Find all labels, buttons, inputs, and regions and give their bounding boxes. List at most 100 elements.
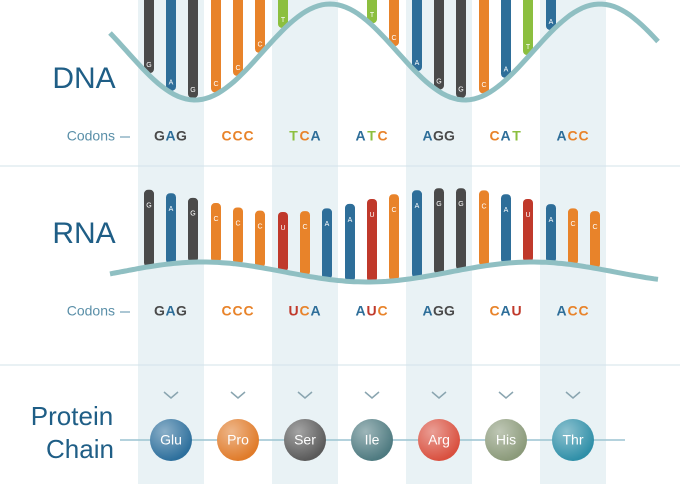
codon-letter: G [176,128,188,144]
nucleotide-bar [456,188,466,270]
codon-letter: G [154,128,166,144]
nucleotide-bar [211,0,221,93]
nucleotide-bar [300,211,310,276]
codon-letter: C [243,303,254,319]
nucleotide-letter: G [458,87,463,94]
nucleotide-letter: C [213,216,218,223]
nucleotide-bar [255,210,265,268]
nucleotide-bar [166,0,176,91]
nucleotide-letter: C [213,81,218,88]
codon-letter: A [500,303,511,319]
codon-letter: A [355,128,366,144]
nucleotide-bar [590,211,600,269]
nucleotide-bar [144,0,154,74]
nucleotide-bar [255,0,265,53]
amino-acid-label: Glu [160,432,182,448]
codon-letter: C [567,303,578,319]
nucleotide-letter: C [235,65,240,72]
nucleotide-letter: C [257,42,262,49]
nucleotide-letter: A [549,19,554,26]
codon-letter: A [422,303,433,319]
nucleotide-bar [568,208,578,265]
nucleotide-letter: C [235,220,240,227]
chevron [431,391,447,399]
amino-acid-label: His [496,432,516,448]
nucleotide-bar [278,211,288,272]
codon-letter: C [489,128,500,144]
nucleotide-bar [188,0,198,98]
nucleotide-letter: G [436,78,441,85]
codon-letter: C [299,303,310,319]
nucleotide-bar [166,193,176,264]
nucleotide-bar [546,204,556,263]
protein-label: Protein [31,401,113,431]
nucleotide-bar [367,198,377,282]
ball-shine [351,419,393,461]
nucleotide-letter: C [257,224,262,231]
codon-letter: C [232,128,243,144]
rna-backbone [109,259,659,285]
dna-label: DNA [52,62,115,95]
nucleotide-bar [456,0,466,98]
nucleotide-bar [479,190,489,266]
nucleotide-letter: A [325,221,330,228]
nucleotide-letter: C [592,224,597,231]
nucleotide-letter: C [481,203,486,210]
amino-acid-label: Ile [365,432,380,448]
nucleotide-bar [501,194,511,264]
codon-letter: U [366,303,377,319]
nucleotide-bar [233,0,243,76]
codon-letter: A [556,128,567,144]
nucleotide-bar [211,203,221,263]
ball-shine [552,419,594,461]
codon-letter: A [556,303,567,319]
codon-letter: A [310,128,321,144]
nucleotide-letter: C [302,224,307,231]
codon-letter: A [165,303,176,319]
nucleotide-bar [322,208,332,280]
codon-letter: C [489,303,500,319]
nucleotide-letter: A [549,217,554,224]
codon-letter: G [176,303,188,319]
codon-letter: C [578,128,589,144]
codon-letter: G [433,128,445,144]
nucleotide-letter: T [281,17,286,24]
nucleotide-letter: U [280,225,285,232]
nucleotide-bar [412,190,422,278]
nucleotide-letter: G [458,201,463,208]
ball-shine [418,419,460,461]
codon-letter: C [221,303,232,319]
nucleotide-letter: G [436,201,441,208]
protein-label: Chain [46,434,114,464]
nucleotide-letter: A [415,60,420,67]
nucleotide-bar [479,0,489,94]
nucleotide-letter: A [169,206,174,213]
nucleotide-letter: A [169,80,174,87]
codon-letter: G [444,303,456,319]
nucleotide-bar [188,197,198,263]
codon-letter: A [422,128,433,144]
nucleotide-letter: C [570,221,575,228]
codon-letter: A [500,128,511,144]
dna-backbone [108,1,660,103]
nucleotide-letter: G [190,211,195,218]
codon-letter: T [367,128,377,144]
codon-letter: U [288,303,299,319]
nucleotide-letter: U [525,212,530,219]
nucleotide-letter: A [415,203,420,210]
ball-shine [150,419,192,461]
codon-letter: A [310,303,321,319]
nucleotide-bar [434,0,444,90]
nucleotide-bar [278,0,288,28]
codon-letter: C [243,128,254,144]
codon-letter: C [578,303,589,319]
nucleotide-letter: A [504,67,509,74]
codon-letter: A [355,303,366,319]
nucleotide-bar [144,189,154,267]
nucleotide-bar [523,198,533,263]
codon-letter: C [377,128,388,144]
chevron [297,391,313,399]
codon-letter: T [289,128,299,144]
codon-letter: G [444,128,456,144]
rna-label: RNA [52,217,115,250]
